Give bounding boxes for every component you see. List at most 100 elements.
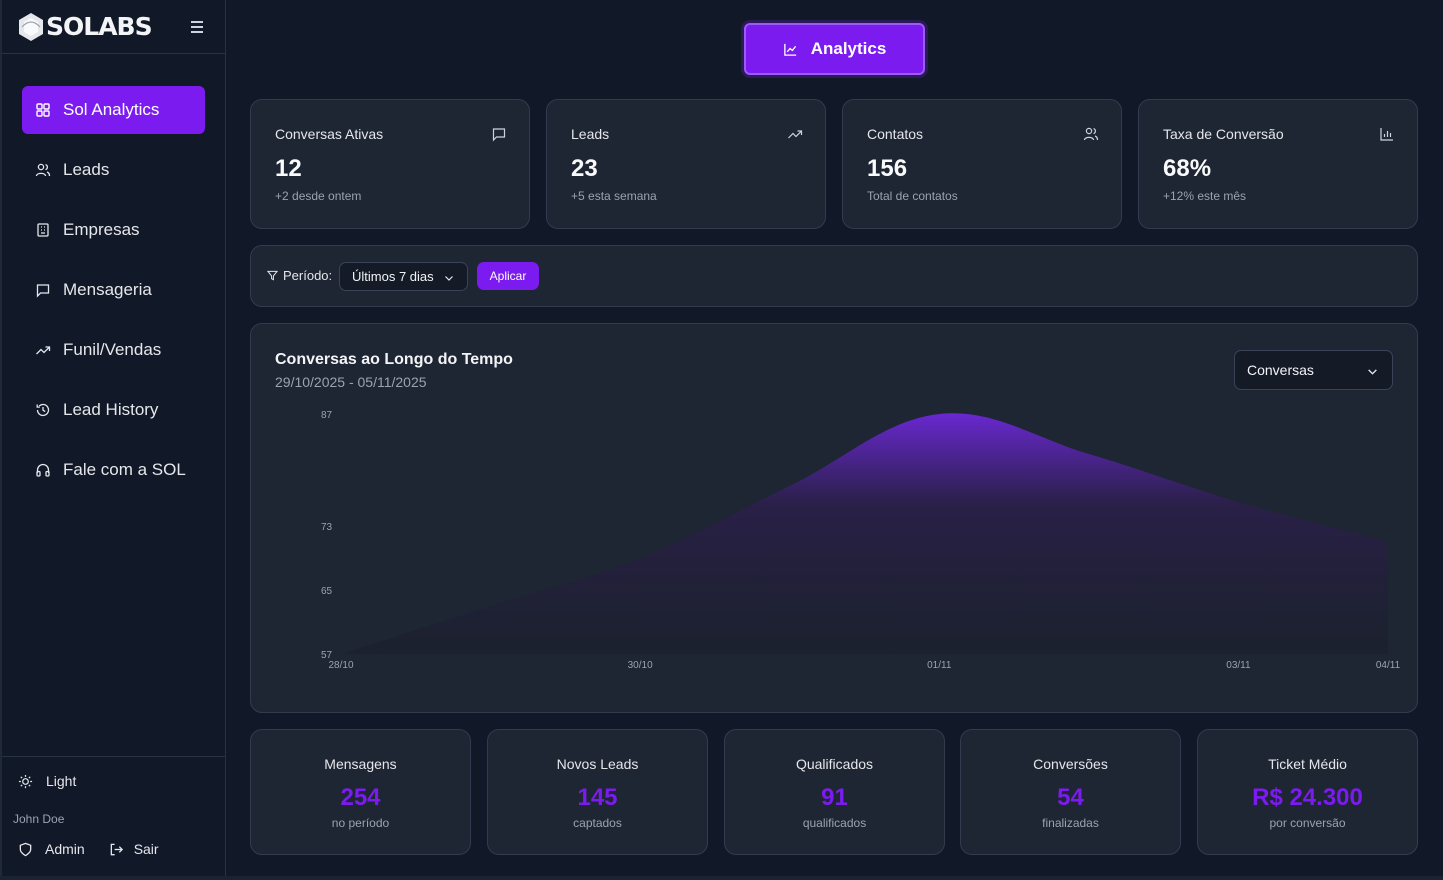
- sidebar-item-label: Leads: [63, 160, 110, 179]
- stat-label: Taxa de Conversão: [1163, 126, 1284, 142]
- chart-area-series: [341, 413, 1388, 654]
- filter-bar: Período: Últimos 7 dias Aplicar: [250, 245, 1418, 307]
- y-tick-label: 65: [321, 586, 333, 597]
- trending-up-icon: [36, 346, 51, 355]
- y-tick-label: 87: [321, 410, 333, 421]
- kpi-value: 91: [821, 784, 848, 811]
- role-row: Admin Sair: [18, 841, 159, 857]
- sidebar-item-label: Empresas: [63, 220, 140, 239]
- sidebar-item-lead-history[interactable]: Lead History: [22, 386, 205, 434]
- sidebar-item-empresas[interactable]: Empresas: [22, 206, 205, 254]
- chart-title: Conversas ao Longo do Tempo: [275, 351, 513, 368]
- stat-subtext: Total de contatos: [867, 189, 958, 203]
- kpi-value: 145: [577, 784, 618, 811]
- history-icon: [36, 403, 50, 417]
- analytics-button[interactable]: Analytics: [744, 23, 925, 75]
- stat-label: Conversas Ativas: [275, 126, 384, 142]
- logo-mark: [18, 12, 44, 42]
- bar-chart-icon: [1380, 128, 1393, 141]
- sidebar-item-fale-com-a-sol[interactable]: Fale com a SOL: [22, 446, 205, 494]
- building-icon: [37, 223, 49, 237]
- sun-icon: [18, 774, 33, 788]
- grid-icon: [36, 103, 50, 117]
- chart-date-range: 29/10/2025 - 05/11/2025: [275, 374, 427, 390]
- line-chart-icon: [783, 43, 796, 56]
- users-icon: [35, 163, 51, 177]
- x-tick-label: 04/11: [1376, 660, 1401, 671]
- kpi-subtext: no período: [331, 816, 390, 830]
- stat-label: Leads: [571, 126, 610, 142]
- sidebar-item-leads[interactable]: Leads: [22, 146, 205, 194]
- menu-toggle-icon[interactable]: [188, 18, 206, 36]
- logout-button[interactable]: Sair: [109, 841, 159, 857]
- period-label-wrap: Período:: [267, 268, 332, 283]
- filter-icon: [267, 270, 278, 281]
- theme-toggle[interactable]: Light: [18, 773, 76, 789]
- sidebar-item-label: Funil/Vendas: [63, 340, 162, 359]
- analytics-label: Analytics: [810, 39, 887, 58]
- sidebar: SOLABS Sol Analytics Leads Empresas: [0, 0, 226, 876]
- kpi-card-novos-leads: Novos Leads 145 captados: [487, 729, 708, 855]
- chart-metric-select[interactable]: Conversas: [1234, 350, 1393, 390]
- sidebar-item-mensageria[interactable]: Mensageria: [22, 266, 205, 314]
- stat-subtext: +5 esta semana: [571, 189, 657, 203]
- stat-card-conversas-ativas: Conversas Ativas 12 +2 desde ontem: [250, 99, 530, 229]
- sidebar-item-label: Fale com a SOL: [63, 460, 186, 479]
- brand-header: SOLABS: [2, 0, 225, 54]
- kpi-value: R$ 24.300: [1252, 784, 1363, 811]
- x-tick-label: 01/11: [927, 660, 952, 671]
- x-tick-label: 28/10: [328, 660, 353, 671]
- sidebar-item-sol-analytics[interactable]: Sol Analytics: [22, 86, 205, 134]
- kpi-value: 54: [1057, 784, 1084, 811]
- stat-card-leads: Leads 23 +5 esta semana: [546, 99, 826, 229]
- period-select[interactable]: Últimos 7 dias: [339, 262, 468, 291]
- sidebar-item-label: Lead History: [63, 400, 159, 419]
- stat-label: Contatos: [867, 126, 924, 142]
- headphones-icon: [36, 463, 50, 477]
- kpi-label: Ticket Médio: [1268, 756, 1347, 772]
- brand-name: SOLABS: [46, 12, 153, 41]
- sidebar-item-label: Sol Analytics: [63, 100, 160, 119]
- role-label: Admin: [45, 841, 85, 857]
- kpi-card-conversoes: Conversões 54 finalizadas: [960, 729, 1181, 855]
- kpi-card-qualificados: Qualificados 91 qualificados: [724, 729, 945, 855]
- shield-icon: [19, 842, 32, 856]
- logout-icon: [110, 843, 123, 855]
- sidebar-item-funil-vendas[interactable]: Funil/Vendas: [22, 326, 205, 374]
- message-icon: [36, 284, 50, 298]
- trending-up-icon: [788, 130, 803, 139]
- kpi-label: Conversões: [1033, 756, 1108, 772]
- logout-label: Sair: [133, 841, 159, 857]
- kpi-card-ticket-medio: Ticket Médio R$ 24.300 por conversão: [1197, 729, 1418, 855]
- stat-subtext: +2 desde ontem: [275, 189, 362, 203]
- kpi-card-mensagens: Mensagens 254 no período: [250, 729, 471, 855]
- kpi-subtext: por conversão: [1269, 816, 1346, 830]
- stat-value: 12: [275, 155, 302, 182]
- stat-value: 23: [571, 155, 598, 182]
- main-content: Analytics Conversas Ativas 12 +2 desde o…: [226, 0, 1443, 880]
- stat-subtext: +12% este mês: [1163, 189, 1247, 203]
- y-tick-label: 57: [321, 650, 333, 661]
- period-label: Período:: [283, 268, 333, 283]
- theme-label: Light: [46, 773, 77, 789]
- stat-card-taxa-de-conversao: Taxa de Conversão 68% +12% este mês: [1138, 99, 1418, 229]
- stat-card-contatos: Contatos 156 Total de contatos: [842, 99, 1122, 229]
- message-icon: [492, 128, 506, 142]
- chevron-down-icon: [445, 276, 453, 281]
- apply-button[interactable]: Aplicar: [477, 262, 539, 290]
- sidebar-item-label: Mensageria: [63, 280, 152, 299]
- conversations-chart-card: 87 73 65 57 28/10 30/10 01/11 03/11 04/11 Conver…: [250, 323, 1418, 713]
- x-tick-label: 03/11: [1226, 660, 1251, 671]
- chevron-down-icon: [1368, 369, 1377, 375]
- user-name: John Doe: [13, 812, 65, 826]
- kpi-label: Mensagens: [324, 756, 397, 772]
- chart-metric-value: Conversas: [1247, 362, 1314, 378]
- y-tick-label: 73: [321, 522, 333, 533]
- kpi-subtext: qualificados: [802, 816, 867, 830]
- bottom-strip: [0, 876, 1443, 880]
- kpi-subtext: finalizadas: [1042, 816, 1099, 830]
- user-role: Admin: [18, 841, 85, 857]
- users-icon: [1083, 127, 1099, 141]
- kpi-subtext: captados: [573, 816, 622, 830]
